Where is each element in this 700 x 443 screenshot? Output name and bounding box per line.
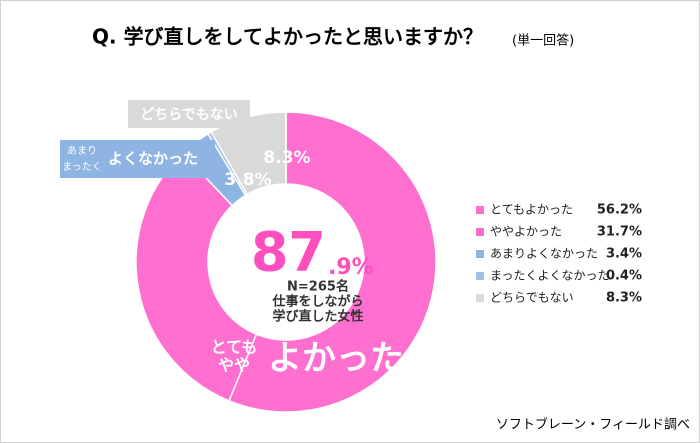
callout-text: どちらでもない (140, 107, 238, 123)
callout-text: やや (218, 356, 250, 375)
legend-value: 0.4% (606, 269, 642, 284)
segment-label: 8.3% (263, 148, 310, 168)
legend-marker (476, 294, 484, 302)
legend-label: ややよかった (490, 225, 562, 239)
legend-value: 8.3% (606, 291, 642, 306)
legend-marker (476, 228, 484, 236)
center-value: 87 (251, 221, 326, 284)
segment-label: 3.8% (224, 170, 271, 190)
callout-text: とても (211, 338, 258, 357)
center-text: 仕事をしながら (271, 294, 363, 310)
callout-text: まったく (62, 161, 102, 173)
legend-marker (476, 206, 484, 214)
legend-value: 3.4% (606, 247, 642, 262)
center-text: N=265名 (287, 279, 349, 295)
callout-box (60, 140, 215, 178)
callout-text: よかった (268, 339, 404, 379)
legend-label: あまりよくなかった (490, 247, 598, 261)
center-text: 学び直した女性 (272, 309, 363, 325)
legend-value: 56.2% (597, 203, 642, 218)
legend-label: とてもよかった (490, 203, 573, 217)
center-value-decimal: .9% (328, 255, 374, 280)
source: ソフトブレーン・フィールド調べ (496, 417, 690, 433)
chart-subtitle: (単一回答) (512, 33, 574, 49)
legend-label: どちらでもない (490, 291, 574, 305)
legend-marker (476, 272, 484, 280)
callout-text: よくなかった (108, 150, 198, 168)
legend-value: 31.7% (597, 225, 642, 240)
callout-box (128, 100, 250, 128)
legend-marker (476, 250, 484, 258)
legend-label: まったくよくなかった (490, 269, 610, 283)
donut-segment (228, 111, 437, 413)
callout-text: あまり (67, 145, 97, 157)
chart-title: Q. 学び直しをしてよかったと思いますか？ (92, 25, 483, 49)
